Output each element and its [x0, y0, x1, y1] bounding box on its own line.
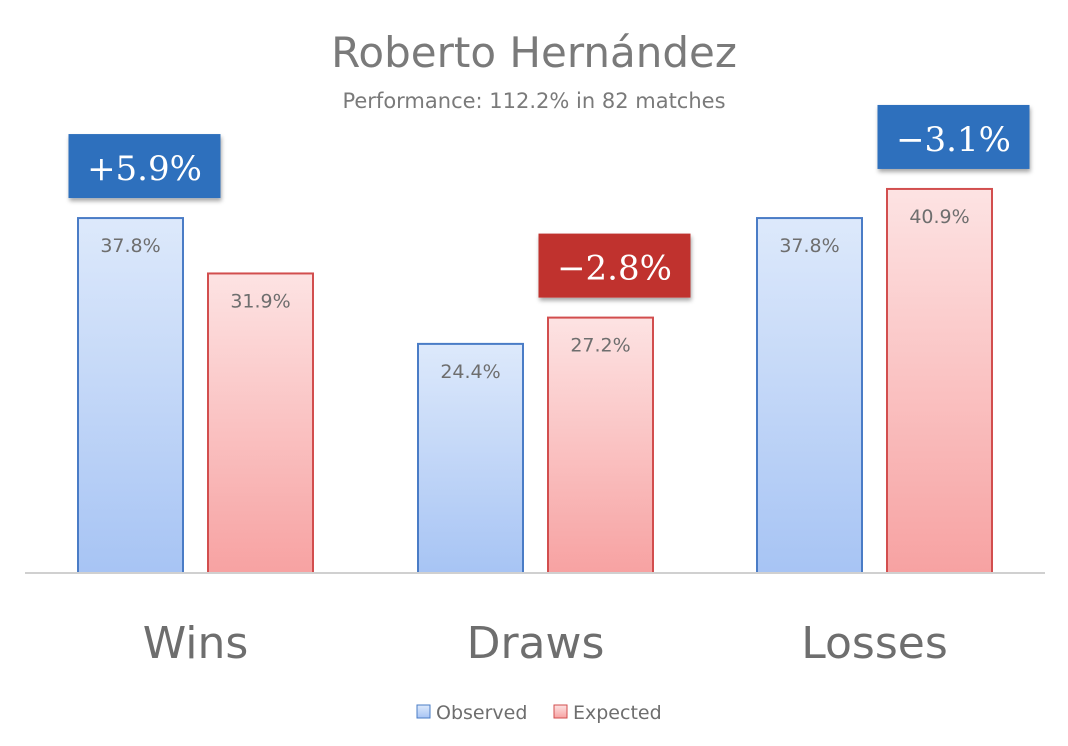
category-label-wins: Wins	[143, 618, 249, 669]
data-label-expected-draws: 27.2%	[570, 335, 630, 357]
bar-expected-draws	[547, 316, 654, 575]
difference-badge-box-losses	[877, 104, 1030, 169]
difference-badge-box-draws	[538, 233, 691, 298]
bar-observed-draws	[417, 342, 524, 574]
chart-subtitle: Performance: 112.2% in 82 matches	[342, 89, 725, 113]
bar-observed-wins	[77, 217, 184, 574]
chart-title: Roberto Hernández	[331, 28, 737, 77]
bar-observed-losses	[756, 217, 863, 574]
legend-label-expected: Expected	[573, 702, 662, 724]
bar-expected-wins	[207, 272, 314, 574]
difference-badge-wins: +5.9%	[68, 134, 221, 199]
bars-group: 37.8% 31.9% 24.4% 27.2% 37.8% 40.9%	[77, 187, 993, 575]
difference-badge-text-draws: −2.8%	[557, 249, 672, 289]
legend: Observed Expected	[416, 702, 662, 724]
difference-badges: +5.9% −2.8% −3.1%	[68, 104, 1030, 298]
category-label-losses: Losses	[801, 618, 948, 669]
data-label-observed-losses: 37.8%	[779, 235, 839, 257]
data-label-observed-draws: 24.4%	[440, 361, 500, 383]
data-label-expected-wins: 31.9%	[230, 290, 290, 312]
difference-badge-text-wins: +5.9%	[87, 149, 202, 189]
difference-badge-box-wins	[68, 134, 221, 199]
category-label-draws: Draws	[467, 618, 605, 669]
data-label-expected-losses: 40.9%	[909, 206, 969, 228]
category-labels: Wins Draws Losses	[143, 618, 948, 669]
legend-swatch-expected	[553, 704, 568, 719]
legend-swatch-observed	[416, 704, 431, 719]
difference-badge-text-losses: −3.1%	[896, 120, 1011, 160]
legend-label-observed: Observed	[436, 702, 527, 724]
data-label-observed-wins: 37.8%	[100, 235, 160, 257]
bar-expected-losses	[886, 187, 993, 574]
difference-badge-draws: −2.8%	[538, 233, 691, 298]
difference-badge-losses: −3.1%	[877, 104, 1030, 169]
